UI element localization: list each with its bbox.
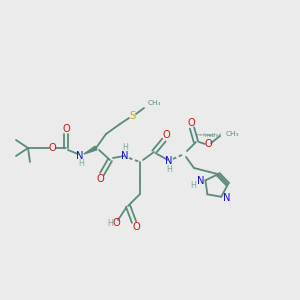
Polygon shape: [84, 146, 97, 154]
Text: N: N: [76, 151, 84, 161]
Text: CH₃: CH₃: [226, 131, 239, 137]
Text: O: O: [187, 118, 195, 128]
Text: H: H: [107, 218, 113, 227]
Text: H: H: [190, 181, 196, 190]
Text: O: O: [62, 124, 70, 134]
Text: H: H: [122, 142, 128, 152]
Text: methoxy: methoxy: [197, 133, 215, 137]
Text: H: H: [166, 164, 172, 173]
Text: CH₃: CH₃: [148, 100, 161, 106]
Text: N: N: [165, 156, 173, 166]
Text: O: O: [48, 143, 56, 153]
Text: O: O: [112, 218, 120, 228]
Text: N: N: [223, 193, 230, 203]
Text: O: O: [162, 130, 170, 140]
Text: S: S: [129, 111, 135, 121]
Text: H: H: [78, 160, 84, 169]
Text: O: O: [204, 139, 212, 149]
Text: N: N: [197, 176, 204, 186]
Text: methyl: methyl: [204, 134, 222, 139]
Text: O: O: [96, 174, 104, 184]
Text: O: O: [132, 222, 140, 232]
Text: N: N: [121, 151, 129, 161]
